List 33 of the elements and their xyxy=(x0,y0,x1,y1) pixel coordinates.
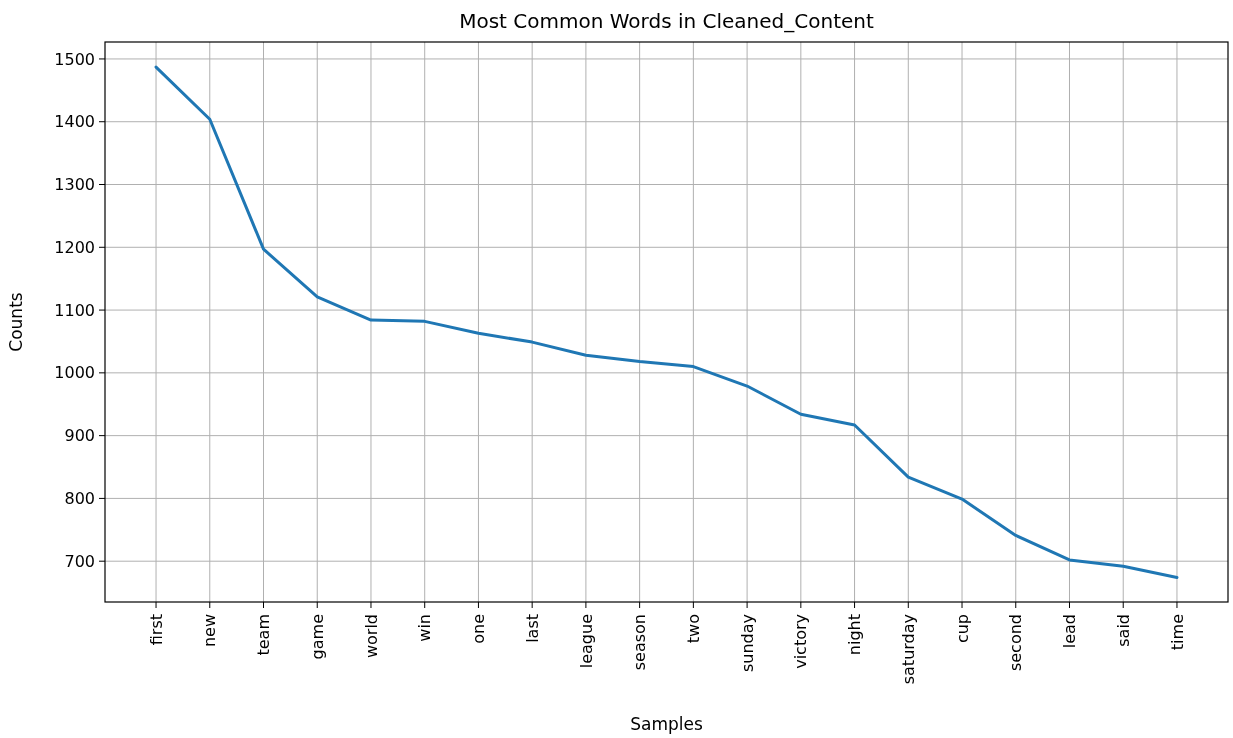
line-series xyxy=(154,65,1179,580)
x-tick-label: one xyxy=(469,614,489,644)
x-tick-label: season xyxy=(630,614,650,671)
y-tick-label: 700 xyxy=(64,551,95,571)
y-tick-label: 1400 xyxy=(54,112,95,132)
x-tick-label: victory xyxy=(791,614,811,669)
x-tick-label: first xyxy=(146,614,166,646)
chart-title: Most Common Words in Cleaned_Content xyxy=(459,9,874,33)
y-tick-label: 1000 xyxy=(54,363,95,383)
x-axis-title: Samples xyxy=(630,714,703,734)
y-tick-label: 900 xyxy=(64,426,95,446)
x-tick-label: said xyxy=(1113,614,1133,647)
x-tick-label: night xyxy=(845,614,865,656)
x-tick-label: lead xyxy=(1060,614,1080,649)
y-tick-label: 1200 xyxy=(54,237,95,257)
x-tick-label: game xyxy=(307,614,327,660)
x-tick-label: saturday xyxy=(898,614,918,685)
y-axis-title: Counts xyxy=(6,292,26,352)
x-tick-label: win xyxy=(415,614,435,642)
x-tick-label: two xyxy=(683,614,703,644)
x-tick-label: team xyxy=(254,614,274,656)
x-tick-label: cup xyxy=(952,614,972,644)
y-tick-label: 1100 xyxy=(54,300,95,320)
x-tick-label: time xyxy=(1167,614,1187,651)
y-tick-label: 1300 xyxy=(54,175,95,195)
x-tick-label: second xyxy=(1006,614,1026,672)
x-tick-label: league xyxy=(576,614,596,669)
x-tick-label: last xyxy=(522,614,542,643)
y-tick-label: 1500 xyxy=(54,49,95,69)
x-tick-label: new xyxy=(200,614,220,648)
x-tick-label: sunday xyxy=(737,614,757,673)
y-tick-label: 800 xyxy=(64,489,95,509)
x-tick-label: world xyxy=(361,614,381,659)
